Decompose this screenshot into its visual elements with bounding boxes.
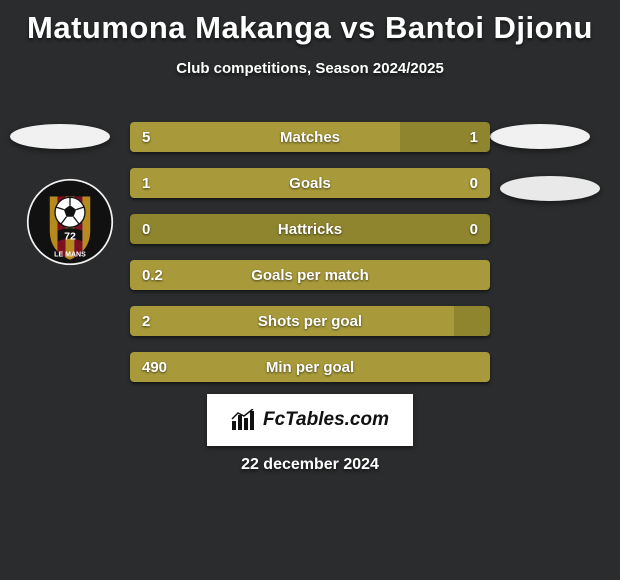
- stat-row: 490Min per goal: [130, 352, 490, 382]
- stat-fill: [130, 260, 490, 290]
- stat-row: 1Goals0: [130, 168, 490, 198]
- stat-row: 5Matches1: [130, 122, 490, 152]
- player-right-placeholder-2: [500, 176, 600, 201]
- player-right-placeholder-1: [490, 124, 590, 149]
- stat-fill: [130, 168, 490, 198]
- player-left-placeholder: [10, 124, 110, 149]
- club-badge: 72 LE MANS: [26, 178, 114, 266]
- source-label: FcTables.com: [263, 409, 389, 431]
- stat-row: 2Shots per goal: [130, 306, 490, 336]
- stat-fill: [130, 122, 400, 152]
- badge-ball: [55, 197, 85, 227]
- badge-number: 72: [64, 231, 76, 243]
- stat-row: 0.2Goals per match: [130, 260, 490, 290]
- stat-row: 0Hattricks0: [130, 214, 490, 244]
- comparison-infographic: Matumona Makanga vs Bantoi Djionu Club c…: [0, 0, 620, 580]
- bars-icon: [231, 409, 257, 431]
- stats-container: 5Matches1 1Goals0 0Hattricks0 0.2Goals per …: [130, 122, 490, 398]
- subtitle: Club competitions, Season 2024/2025: [0, 60, 620, 77]
- badge-text: LE MANS: [54, 251, 86, 258]
- bars-icon-b4: [250, 411, 254, 430]
- bars-icon-line: [232, 409, 253, 419]
- source-badge: FcTables.com: [207, 394, 413, 446]
- stat-fill: [130, 306, 454, 336]
- bars-icon-b3: [244, 418, 248, 430]
- club-badge-svg: 72 LE MANS: [26, 178, 114, 266]
- bars-icon-b1: [232, 421, 236, 430]
- page-title: Matumona Makanga vs Bantoi Djionu: [0, 10, 620, 46]
- stat-background: [130, 214, 490, 244]
- date-label: 22 december 2024: [0, 456, 620, 474]
- stat-fill: [130, 352, 490, 382]
- bars-icon-b2: [238, 415, 242, 430]
